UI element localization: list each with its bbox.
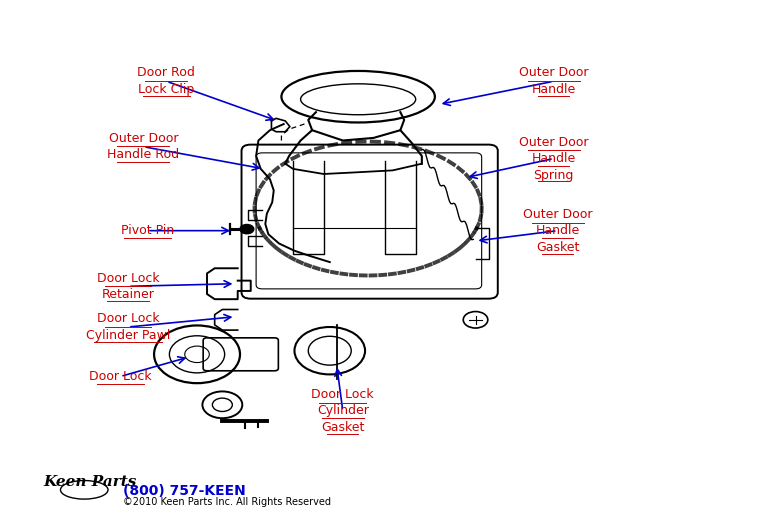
Text: Pivot Pin: Pivot Pin [121, 224, 174, 237]
Text: Keen Parts: Keen Parts [44, 474, 137, 488]
Text: Door Lock: Door Lock [89, 370, 152, 383]
Text: Outer Door
Handle Rod: Outer Door Handle Rod [107, 132, 179, 162]
Text: Outer Door
Handle
Gasket: Outer Door Handle Gasket [523, 208, 592, 254]
Text: ©2010 Keen Parts Inc. All Rights Reserved: ©2010 Keen Parts Inc. All Rights Reserve… [122, 497, 330, 507]
Text: Door Rod
Lock Clip: Door Rod Lock Clip [137, 66, 196, 96]
Text: Door Lock
Cylinder Pawl: Door Lock Cylinder Pawl [85, 312, 170, 342]
Text: (800) 757-KEEN: (800) 757-KEEN [122, 484, 246, 498]
Text: Outer Door
Handle
Spring: Outer Door Handle Spring [519, 136, 588, 181]
Text: Outer Door
Handle: Outer Door Handle [519, 66, 588, 96]
Circle shape [240, 224, 254, 234]
Text: Door Lock
Retainer: Door Lock Retainer [97, 271, 159, 301]
Text: Door Lock
Cylinder
Gasket: Door Lock Cylinder Gasket [312, 388, 374, 434]
